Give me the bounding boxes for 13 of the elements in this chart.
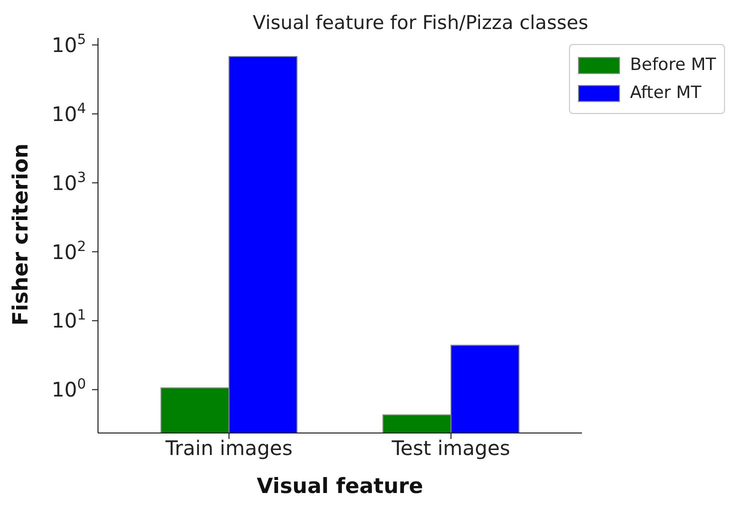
y-tick-label: 10$^{3}$ (52, 170, 86, 195)
chart-title: Visual feature for Fish/Pizza classes (252, 12, 590, 34)
y-axis-title: Fisher criterion (8, 143, 32, 326)
x-axis-title: Visual feature (256, 474, 424, 498)
y-tick-label: 10$^{1}$ (52, 308, 86, 333)
y-tick-label: 10$^{4}$ (52, 100, 86, 126)
x-tick-label: Test images (390, 436, 510, 460)
y-tick-label: 10$^{0}$ (52, 376, 86, 402)
y-tick-label: 10$^{2}$ (52, 238, 86, 264)
legend-label: After MT (630, 82, 702, 105)
y-tick-label: 10$^{5}$ (52, 32, 86, 57)
legend-label: Before MT (630, 54, 716, 77)
x-tick-label: Train images (164, 436, 293, 460)
